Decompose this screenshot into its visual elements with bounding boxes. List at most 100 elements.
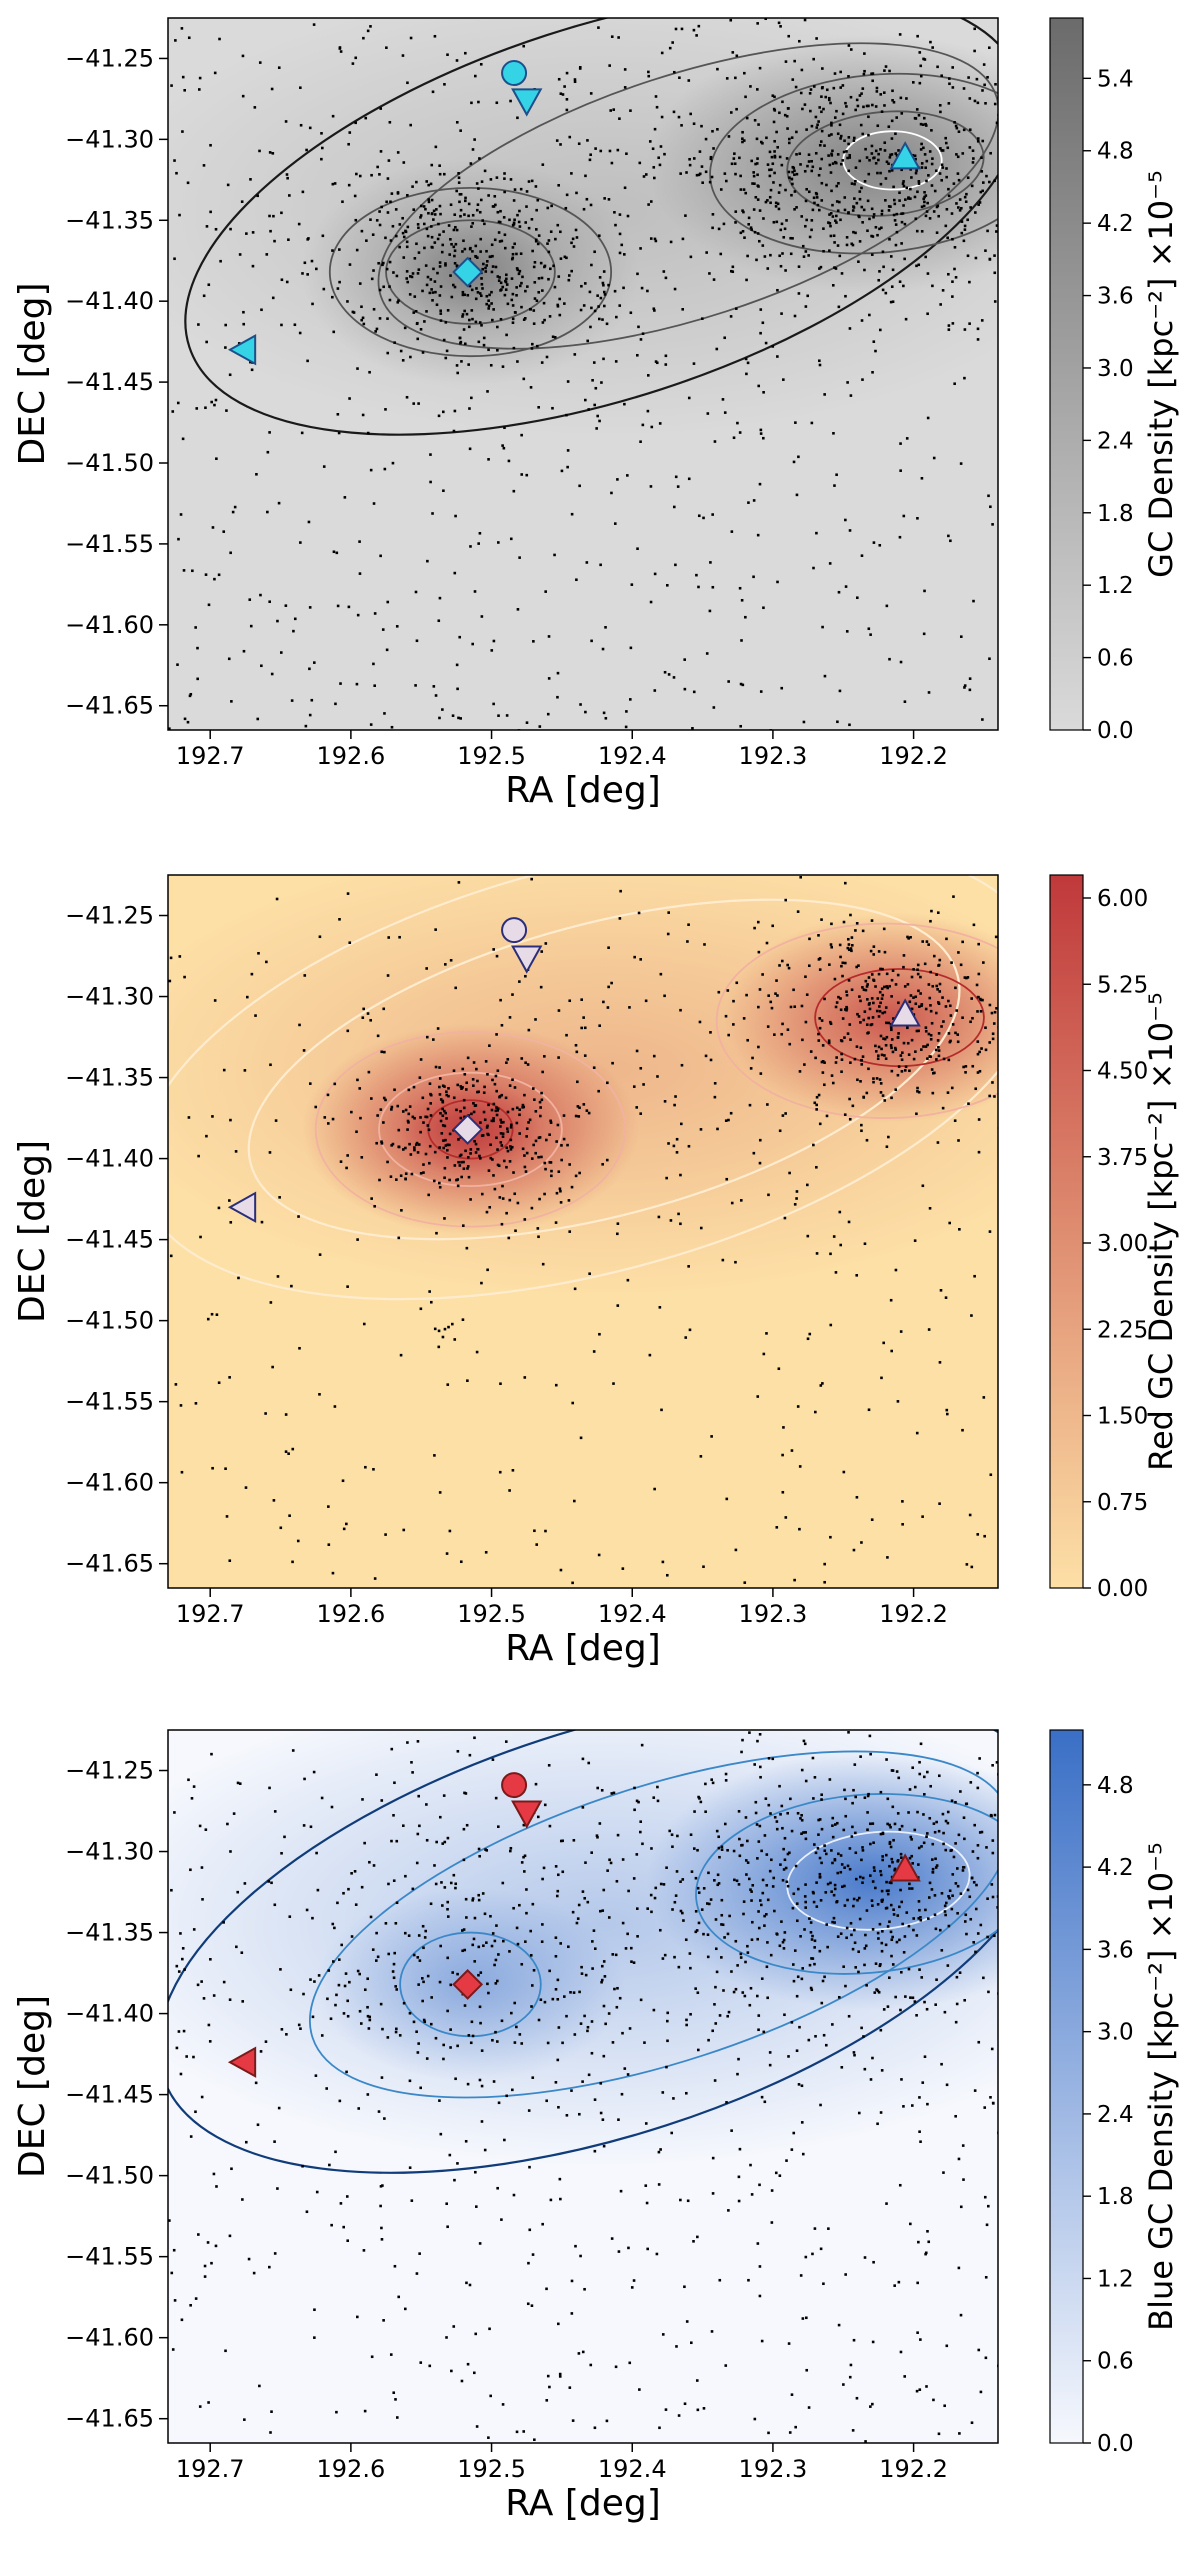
gc-point: [814, 1410, 817, 1414]
gc-point: [260, 1220, 264, 1224]
gc-point: [903, 1069, 907, 1072]
gc-point: [176, 663, 179, 666]
gc-point: [393, 2264, 397, 2268]
gc-point: [838, 254, 842, 258]
gc-point: [484, 1550, 488, 1554]
panel-blue: 192.7 192.6 192.5 192.4 192.3 192.2−41.25−41.…: [12, 1729, 1180, 2524]
gc-point: [929, 1033, 933, 1037]
gc-point: [443, 1886, 447, 1889]
gc-point: [341, 1479, 345, 1483]
gc-point: [648, 140, 652, 143]
gc-point: [760, 2095, 764, 2099]
gc-point: [454, 514, 457, 518]
gc-point: [258, 61, 262, 64]
gc-point: [830, 1849, 833, 1852]
gc-point: [78, 492, 81, 495]
gc-point: [237, 342, 241, 345]
gc-point: [386, 317, 389, 320]
gc-point: [827, 134, 831, 137]
gc-point: [916, 972, 920, 976]
gc-point: [396, 1104, 400, 1108]
gc-point: [140, 331, 143, 334]
gc-point: [522, 1823, 526, 1827]
y-tick-label: −41.60: [65, 1469, 154, 1497]
gc-point: [886, 986, 889, 990]
gc-point: [446, 2009, 449, 2013]
gc-point: [334, 2003, 337, 2007]
gc-point: [989, 2096, 992, 2099]
gc-point: [902, 180, 905, 183]
gc-point: [668, 1829, 672, 1833]
gc-point: [895, 1940, 899, 1944]
gc-point: [774, 2171, 778, 2175]
gc-point: [258, 2384, 261, 2388]
gc-point: [860, 1063, 864, 1066]
gc-point: [690, 1870, 694, 1873]
gc-point: [398, 223, 402, 226]
gc-point: [727, 680, 730, 683]
gc-point: [702, 1565, 705, 1569]
gc-point: [472, 1101, 475, 1105]
gc-point: [200, 1866, 204, 1869]
x-tick-label: 192.6: [317, 1600, 386, 1628]
gc-point: [718, 1855, 721, 1859]
gc-point: [321, 234, 325, 238]
gc-point: [803, 1895, 807, 1898]
gc-point: [708, 272, 711, 275]
gc-point: [302, 1049, 306, 1052]
gc-point: [931, 984, 935, 988]
gc-point: [748, 1731, 751, 1734]
gc-point: [835, 1056, 838, 1059]
gc-point: [214, 398, 218, 402]
gc-point: [980, 319, 984, 322]
gc-point: [812, 85, 816, 88]
gc-point: [737, 2057, 740, 2061]
gc-point: [800, 2121, 804, 2124]
gc-point: [486, 390, 489, 393]
gc-point: [990, 2047, 994, 2051]
gc-point: [337, 431, 341, 435]
gc-point: [355, 248, 359, 252]
gc-point: [874, 161, 878, 165]
gc-point: [1028, 1925, 1031, 1928]
gc-point: [810, 159, 813, 163]
gc-point: [189, 2135, 193, 2138]
gc-point: [918, 2096, 921, 2099]
gc-point: [347, 142, 350, 146]
gc-point: [982, 1976, 985, 1980]
gc-point: [684, 1336, 688, 1339]
gc-point: [875, 90, 879, 93]
gc-point: [243, 1069, 247, 1072]
gc-point: [921, 1184, 925, 1188]
gc-point: [621, 1858, 625, 1861]
gc-point: [405, 240, 409, 244]
gc-point: [646, 1907, 649, 1910]
gc-point: [589, 203, 593, 207]
gc-point: [842, 1470, 846, 1474]
gc-point: [394, 2030, 398, 2034]
gc-point: [898, 1828, 902, 1831]
gc-point: [813, 1962, 816, 1966]
gc-point: [550, 204, 553, 208]
gc-point: [931, 284, 934, 288]
gc-point: [524, 974, 527, 978]
gc-point: [833, 241, 836, 244]
gc-point: [579, 703, 582, 706]
gc-point: [388, 298, 392, 302]
gc-point: [628, 2361, 632, 2365]
gc-point: [673, 1955, 676, 1959]
gc-point: [647, 74, 651, 78]
gc-point: [488, 293, 491, 297]
gc-point: [694, 1876, 698, 1880]
gc-point: [639, 1820, 643, 1824]
gc-point: [850, 1933, 853, 1937]
gc-point: [554, 1954, 558, 1958]
gc-point: [531, 1902, 535, 1906]
gc-point: [451, 1971, 455, 1974]
gc-point: [879, 967, 882, 971]
gc-point: [803, 1742, 807, 1746]
gc-point: [585, 197, 589, 201]
gc-point: [340, 1943, 344, 1947]
gc-point: [881, 993, 885, 997]
gc-point: [380, 1799, 384, 1802]
